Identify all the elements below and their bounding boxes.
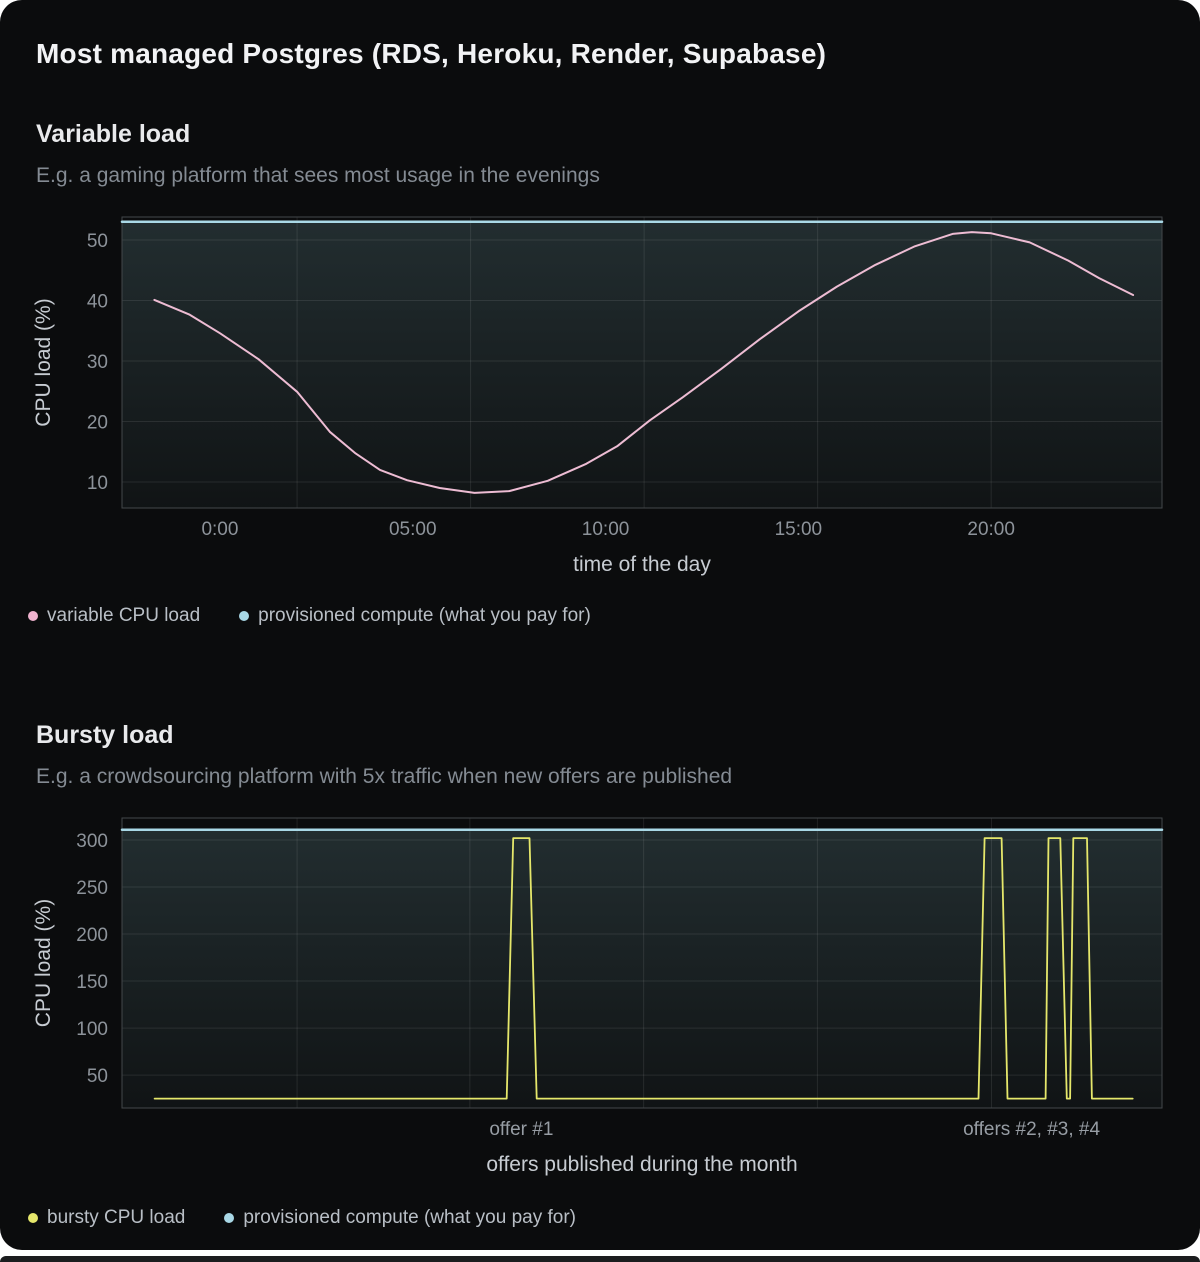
legend-item: variable CPU load [28, 605, 200, 627]
legend-item: provisioned compute (what you pay for) [239, 605, 591, 627]
y-tick-label: 20 [87, 412, 108, 433]
legend-label: provisioned compute (what you pay for) [243, 1207, 577, 1228]
plot-frame [121, 216, 1163, 509]
legend-item: provisioned compute (what you pay for) [224, 1207, 576, 1229]
x-tick-label: 20:00 [967, 519, 1015, 540]
section-heading-bursty-load: Bursty load [36, 721, 174, 749]
y-tick-label: 30 [87, 352, 108, 373]
y-axis-title: CPU load (%) [32, 899, 55, 1027]
y-tick-label: 10 [87, 473, 108, 494]
bursty-load-chart: 50 100 150 200 250 300 offer #1 offers #2, #3, … [32, 817, 1164, 1176]
section-subtitle-variable-load: E.g. a gaming platform that sees most us… [36, 164, 600, 187]
y-tick-label: 100 [76, 1019, 108, 1040]
y-tick-label: 40 [87, 291, 108, 312]
y-tick-label: 200 [76, 925, 108, 946]
y-tick-label: 50 [87, 231, 108, 252]
provisioned-area-fill [122, 829, 1162, 1108]
section-heading-variable-load: Variable load [36, 120, 191, 148]
y-tick-label: 150 [76, 972, 108, 993]
legend-item: bursty CPU load [28, 1207, 185, 1229]
page-title: Most managed Postgres (RDS, Heroku, Rend… [36, 38, 827, 69]
provisioned-area-fill [122, 221, 1162, 509]
series-line-bursty-cpu-load [153, 837, 1134, 1100]
variable-load-chart: 10 20 30 40 50 0:00 05:00 10:00 15:00 20:00 time o… [32, 216, 1164, 576]
next-card-top-edge [0, 1256, 1200, 1262]
y-tick-label: 50 [87, 1066, 108, 1087]
x-tick-label: 15:00 [775, 519, 823, 540]
legend-dot-icon [239, 611, 250, 621]
plot-frame [121, 817, 1163, 1109]
x-tick-label: offers #2, #3, #4 [963, 1119, 1100, 1140]
y-tick-label: 300 [76, 831, 108, 852]
legend-dot-icon [28, 611, 38, 621]
legend-label: provisioned compute (what you pay for) [258, 605, 591, 626]
legend-label: variable CPU load [47, 605, 201, 626]
x-tick-label: offer #1 [489, 1119, 553, 1140]
legend-label: bursty CPU load [47, 1207, 186, 1228]
bursty-load-legend: bursty CPU load provisioned compute (what… [28, 1207, 576, 1229]
x-axis-title: offers published during the month [486, 1153, 797, 1176]
x-tick-label: 10:00 [582, 519, 630, 540]
series-line-variable-cpu-load [153, 231, 1135, 494]
legend-dot-icon [224, 1213, 235, 1223]
x-tick-label: 0:00 [201, 519, 238, 540]
y-axis-title: CPU load (%) [32, 298, 55, 426]
legend-dot-icon [28, 1213, 38, 1223]
variable-load-legend: variable CPU load provisioned compute (wh… [28, 605, 591, 627]
y-tick-label: 250 [76, 878, 108, 899]
x-tick-label: 05:00 [389, 519, 437, 540]
section-subtitle-bursty-load: E.g. a crowdsourcing platform with 5x tr… [36, 765, 733, 788]
x-axis-title: time of the day [573, 553, 711, 576]
